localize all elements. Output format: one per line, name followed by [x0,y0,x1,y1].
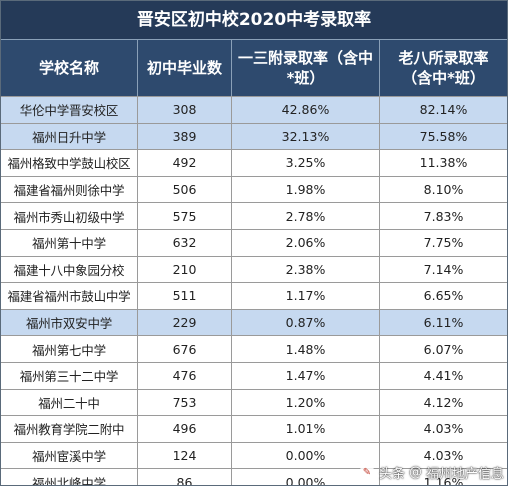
cell-school-name: 福州市双安中学 [1,309,138,336]
watermark-platform: 头条 [378,467,405,482]
toutiao-logo-icon: ✎ [358,464,375,481]
table-row: 福州二十中 753 1.20% 4.12% [1,388,507,416]
cell-rate-old8: 75.58% [419,128,468,144]
table-row: 福州第七中学 676 1.48% 6.07% [1,335,507,362]
cell-school-name: 福州教育学院二附中 [1,416,138,442]
cell-graduates: 210 [138,256,232,283]
cell-graduates: 492 [138,150,232,176]
cell-school-name: 福建省福州市鼓山中学 [1,283,138,309]
table-row: 福州第三十二中学 476 1.47% 4.41% [1,361,507,389]
cell-school-name: 福州宦溪中学 [1,442,138,469]
table-row: 福建十八中象园分校 210 2.38% 7.14% [1,255,507,283]
table-row: 福州北峰中学 86 0.00% 1.16% [1,468,507,486]
cell-rate-old8: 8.10% [423,182,464,198]
cell-rate-old8: 82.14% [419,102,468,118]
cell-graduates: 229 [138,309,232,336]
cell-graduates: 575 [138,203,232,229]
cell-school-name: 华伦中学晋安校区 [1,97,138,123]
cell-rate-top3: 2.78% [232,203,380,229]
watermark-account: 福州地产信息 [425,467,504,482]
cell-rate-old8: 4.12% [423,394,464,410]
cell-rate-old8: 7.75% [423,235,464,251]
watermark: ✎ 头条 @ 福州地产信息 [358,463,504,482]
table-body: 华伦中学晋安校区 308 42.86% 82.14% 福州日升中学 389 32.13% 75… [1,96,507,486]
cell-rate-top3: 2.38% [232,256,380,283]
cell-graduates: 389 [138,123,232,150]
cell-rate-old8: 11.38% [419,155,468,171]
cell-rate-top3: 1.48% [232,336,380,362]
cell-graduates: 511 [138,283,232,309]
cell-rate-old8: 7.83% [423,208,464,224]
cell-rate-top3: 0.87% [232,309,380,336]
table-row: 福州教育学院二附中 496 1.01% 4.03% [1,415,507,442]
cell-graduates: 476 [138,362,232,389]
cell-rate-old8: 4.03% [423,448,464,464]
cell-rate-old8: 4.03% [423,421,464,437]
table-row: 华伦中学晋安校区 308 42.86% 82.14% [1,96,507,123]
cell-rate-top3: 0.00% [232,469,380,485]
cell-graduates: 632 [138,229,232,256]
watermark-separator: @ [408,465,422,480]
cell-rate-top3: 1.98% [232,176,380,203]
cell-rate-old8: 6.07% [423,341,464,357]
cell-school-name: 福建十八中象园分校 [1,256,138,283]
table-row: 福州宦溪中学 124 0.00% 4.03% [1,441,507,469]
cell-graduates: 308 [138,97,232,123]
cell-rate-old8: 6.11% [423,315,464,331]
cell-graduates: 506 [138,176,232,203]
table-row: 福州市双安中学 229 0.87% 6.11% [1,308,507,336]
cell-rate-top3: 1.47% [232,362,380,389]
cell-school-name: 福州日升中学 [1,123,138,150]
cell-school-name: 福州北峰中学 [1,469,138,485]
table-header: 学校名称 初中毕业数 一三附录取率（含中*班） 老八所录取率（含中*班） [1,40,507,96]
cell-school-name: 福州第七中学 [1,336,138,362]
table-row: 福州格致中学鼓山校区 492 3.25% 11.38% [1,149,507,176]
cell-school-name: 福州市秀山初级中学 [1,203,138,229]
cell-rate-top3: 1.17% [232,283,380,309]
cell-school-name: 福州格致中学鼓山校区 [1,150,138,176]
header-rate-old8: 老八所录取率（含中*班） [398,49,489,87]
cell-rate-old8: 6.65% [423,288,464,304]
cell-school-name: 福建省福州则徐中学 [1,176,138,203]
cell-rate-top3: 1.20% [232,389,380,416]
header-school-name: 学校名称 [1,40,138,96]
cell-rate-old8: 1.16% [423,474,464,486]
cell-school-name: 福州第三十二中学 [1,362,138,389]
table-row: 福州第十中学 632 2.06% 7.75% [1,228,507,256]
cell-rate-top3: 32.13% [232,123,380,150]
table-row: 福州日升中学 389 32.13% 75.58% [1,122,507,150]
table-row: 福州市秀山初级中学 575 2.78% 7.83% [1,202,507,229]
cell-school-name: 福州第十中学 [1,229,138,256]
cell-rate-old8: 4.41% [423,368,464,384]
cell-rate-top3: 3.25% [232,150,380,176]
cell-school-name: 福州二十中 [1,389,138,416]
cell-graduates: 86 [138,469,232,485]
cell-rate-top3: 0.00% [232,442,380,469]
cell-rate-old8: 7.14% [423,261,464,277]
table-row: 福建省福州则徐中学 506 1.98% 8.10% [1,175,507,203]
cell-graduates: 753 [138,389,232,416]
cell-graduates: 124 [138,442,232,469]
table-row: 福建省福州市鼓山中学 511 1.17% 6.65% [1,282,507,309]
header-graduates: 初中毕业数 [138,40,232,96]
cell-graduates: 496 [138,416,232,442]
table-title: 晋安区初中校2020中考录取率 [1,1,507,40]
cell-rate-top3: 2.06% [232,229,380,256]
cell-rate-top3: 42.86% [232,97,380,123]
header-rate-top3: 一三附录取率（含中*班） [232,40,380,96]
cell-rate-top3: 1.01% [232,416,380,442]
cell-graduates: 676 [138,336,232,362]
